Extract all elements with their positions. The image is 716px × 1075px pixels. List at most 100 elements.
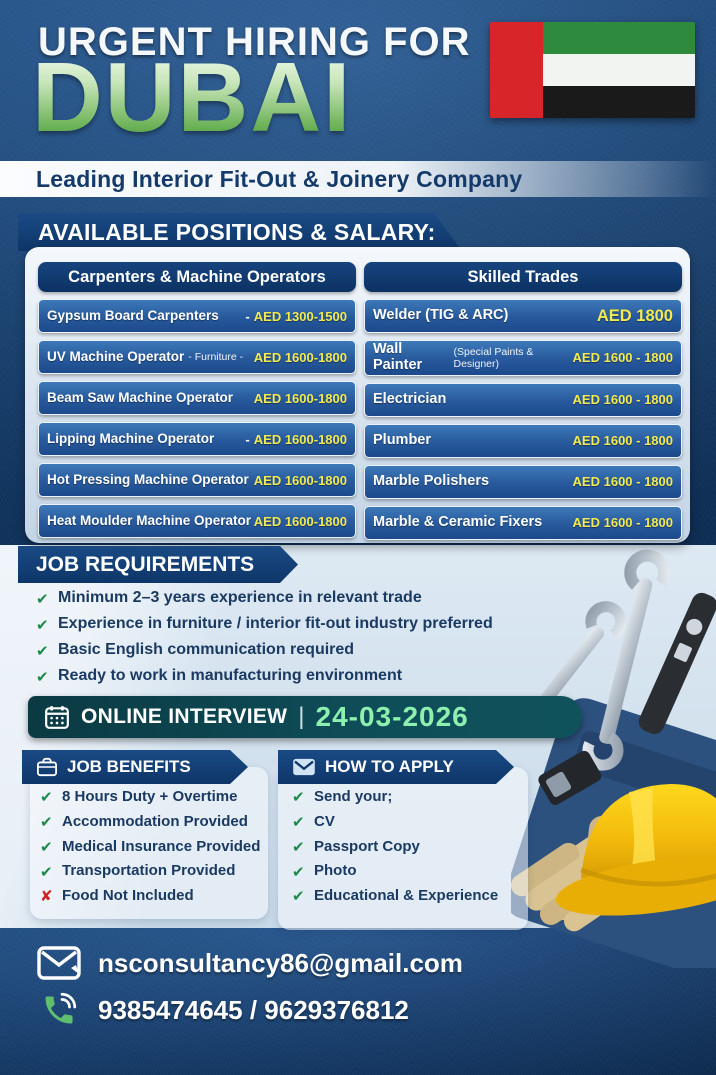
- apply-text: CV: [314, 812, 335, 830]
- requirements-section-banner: JOB REQUIREMENTS: [18, 546, 298, 583]
- apply-item: ✔ CV: [292, 813, 542, 832]
- position-salary: AED 1300-1500: [253, 308, 347, 324]
- benefits-text: Food Not Included: [62, 887, 194, 904]
- requirement-item: ✔ Minimum 2–3 years experience in relevan…: [36, 589, 536, 609]
- position-role: Marble Polishers: [373, 472, 490, 489]
- contact-phone: 9385474645 / 9629376812: [98, 994, 409, 1025]
- requirement-item: ✔ Experience in furniture / interior fit-…: [36, 615, 536, 635]
- benefits-section-banner: JOB BENEFITS: [22, 750, 248, 784]
- benefits-panel: [30, 767, 268, 919]
- check-icon: ✔: [292, 888, 305, 906]
- apply-text: Photo: [314, 862, 357, 880]
- requirement-text: Ready to work in manufacturing environme…: [58, 667, 403, 684]
- apply-list: ✔ Send your; ✔ CV ✔ Passport Copy ✔ Photo ✔ Educa…: [292, 788, 542, 912]
- phone-icon: [36, 992, 82, 1028]
- envelope-icon: [36, 946, 82, 980]
- position-role: Beam Saw Machine Operator: [47, 389, 234, 405]
- check-icon: ✔: [292, 789, 305, 807]
- position-row: Marble Polishers AED 1600 - 1800: [364, 464, 682, 499]
- positions-column-carpenters: Carpenters & Machine Operators Gypsum Boa…: [38, 262, 356, 538]
- benefits-item: ✔ Accommodation Provided: [40, 813, 290, 832]
- check-icon: ✔: [36, 617, 49, 634]
- requirement-text: Experience in furniture / interior fit-o…: [58, 615, 493, 632]
- requirements-section-title: JOB REQUIREMENTS: [36, 552, 255, 576]
- position-role: Heat Moulder Machine Operator: [47, 512, 252, 528]
- benefits-section-title: JOB BENEFITS: [67, 757, 191, 776]
- apply-item: ✔ Passport Copy: [292, 838, 542, 857]
- position-row: Welder (TIG & ARC) AED 1800: [364, 299, 682, 333]
- position-row: Electrician AED 1600 - 1800: [364, 382, 682, 417]
- position-role: Wall Painter: [373, 341, 423, 373]
- position-row: Heat Moulder Machine Operator AED 1600-18…: [38, 504, 356, 538]
- position-salary: AED 1600-1800: [253, 349, 347, 365]
- interview-label: ONLINE INTERVIEW: [81, 705, 288, 728]
- check-icon: ✔: [40, 838, 53, 856]
- position-salary: AED 1600-1800: [253, 431, 347, 447]
- positions-column-skilled-trades: Skilled Trades Welder (TIG & ARC) AED 1800…: [364, 262, 682, 540]
- position-dash: -: [245, 431, 250, 447]
- apply-text: Send your;: [314, 788, 393, 805]
- position-row: UV Machine Operator - Furniture - AED 1600…: [38, 340, 356, 374]
- requirement-item: ✔ Ready to work in manufacturing environm…: [36, 667, 536, 687]
- check-icon: ✔: [292, 863, 305, 881]
- interview-banner: ONLINE INTERVIEW | 24-03-2026: [28, 696, 582, 738]
- check-icon: ✔: [292, 814, 305, 832]
- apply-item: ✔ Send your;: [292, 788, 542, 807]
- position-dash: -: [245, 308, 250, 324]
- position-role: Marble & Ceramic Fixers: [373, 513, 543, 530]
- contact-email-row: nsconsultancy86@gmail.com: [36, 946, 463, 980]
- benefits-text: Medical Insurance Provided: [62, 837, 261, 855]
- apply-section-title: HOW TO APPLY: [325, 757, 454, 776]
- benefits-item: ✘ Food Not Included: [40, 887, 290, 906]
- briefcase-icon: [36, 757, 58, 777]
- envelope-icon: [292, 758, 316, 776]
- apply-panel: [278, 767, 528, 930]
- check-icon: ✔: [40, 789, 53, 807]
- position-salary: AED 1600 - 1800: [572, 392, 673, 408]
- position-role: Gypsum Board Carpenters: [47, 307, 219, 323]
- position-row: Gypsum Board Carpenters - AED 1300-1500: [38, 299, 356, 333]
- benefits-text: Transportation Provided: [62, 862, 236, 880]
- calendar-icon: [44, 704, 70, 730]
- requirement-item: ✔ Basic English communication required: [36, 641, 536, 661]
- requirement-text: Minimum 2–3 years experience in relevant…: [58, 589, 422, 606]
- position-row: Wall Painter (Special Paints & Designer) A…: [364, 340, 682, 376]
- position-note: (Special Paints & Designer): [453, 345, 534, 370]
- position-row: Plumber AED 1600 - 1800: [364, 423, 682, 458]
- benefits-text: Accommodation Provided: [62, 812, 248, 830]
- check-icon: ✔: [36, 669, 49, 686]
- position-row: Marble & Ceramic Fixers AED 1600 - 1800: [364, 505, 682, 540]
- contact-email: nsconsultancy86@gmail.com: [98, 947, 463, 978]
- position-salary: AED 1800: [596, 306, 673, 325]
- position-row: Beam Saw Machine Operator AED 1600-1800: [38, 381, 356, 415]
- apply-text: Passport Copy: [314, 837, 420, 855]
- requirement-text: Basic English communication required: [58, 641, 355, 658]
- check-icon: ✔: [40, 863, 53, 881]
- benefits-text: 8 Hours Duty + Overtime: [62, 788, 238, 805]
- position-role: Welder (TIG & ARC): [373, 307, 509, 324]
- requirements-list: ✔ Minimum 2–3 years experience in relevan…: [36, 590, 536, 694]
- position-role: Hot Pressing Machine Operator: [47, 471, 249, 487]
- position-salary: AED 1600-1800: [253, 513, 347, 529]
- position-salary: AED 1600-1800: [253, 472, 347, 488]
- position-row: Hot Pressing Machine Operator AED 1600-18…: [38, 463, 356, 497]
- company-subtitle-strip: Leading Interior Fit-Out & Joinery Compa…: [0, 161, 716, 197]
- company-subtitle: Leading Interior Fit-Out & Joinery Compa…: [36, 165, 523, 192]
- headline: URGENT HIRING FOR: [38, 20, 471, 64]
- position-salary: AED 1600 - 1800: [572, 474, 673, 490]
- apply-section-banner: HOW TO APPLY: [278, 750, 514, 784]
- position-role: Electrician: [373, 390, 447, 407]
- position-role: Plumber: [373, 431, 432, 448]
- contact-phone-row: 9385474645 / 9629376812: [36, 992, 409, 1028]
- positions-section-banner: AVAILABLE POSITIONS & SALARY:: [18, 213, 462, 251]
- benefits-item: ✔ 8 Hours Duty + Overtime: [40, 788, 290, 807]
- position-role: UV Machine Operator: [47, 348, 185, 364]
- position-salary: AED 1600 - 1800: [572, 515, 673, 531]
- city-title: DUBAI: [32, 42, 353, 152]
- check-icon: ✔: [36, 643, 49, 660]
- apply-text: Educational & Experience: [314, 887, 499, 904]
- cross-icon: ✘: [40, 888, 53, 906]
- check-icon: ✔: [40, 814, 53, 832]
- interview-separator: |: [298, 703, 305, 730]
